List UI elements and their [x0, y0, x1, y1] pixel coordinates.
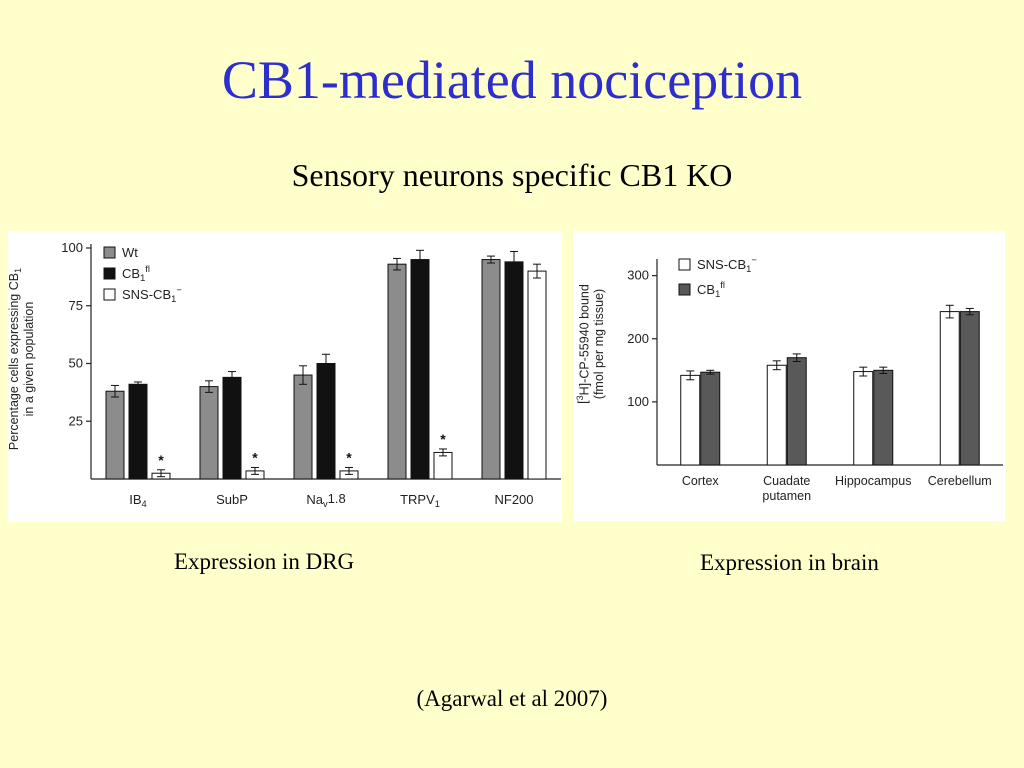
- y-tick-label: 100: [61, 240, 83, 255]
- legend-swatch: [678, 283, 691, 296]
- y-tick-label: 300: [627, 268, 649, 283]
- category-label: TRPV1: [400, 492, 440, 509]
- legend-label: SNS-CB1−: [122, 285, 182, 304]
- bar: [293, 374, 313, 480]
- legend-label: CB1fl: [697, 280, 725, 299]
- bar: [700, 371, 721, 466]
- y-tick-label: 25: [69, 413, 83, 428]
- legend-swatch: [103, 246, 116, 259]
- brain-caption: Expression in brain: [700, 550, 879, 575]
- bar: [873, 369, 894, 466]
- y-tick-label: 200: [627, 331, 649, 346]
- bar: [481, 259, 501, 480]
- slide-subtitle: Sensory neurons specific CB1 KO: [291, 157, 733, 193]
- bar: [199, 386, 219, 480]
- y-axis-label-line2: in a given population: [22, 302, 36, 417]
- y-axis-label: Percentage cells expressing CB1: [8, 268, 23, 450]
- bar: [316, 363, 336, 480]
- bar: [433, 451, 453, 480]
- y-tick-label: 100: [627, 394, 649, 409]
- bar: [222, 376, 242, 480]
- bar: [387, 263, 407, 480]
- bar: [680, 374, 701, 466]
- y-tick-label: 50: [69, 356, 83, 371]
- legend-label: SNS-CB1−: [697, 255, 757, 274]
- y-axis-label-line2: (fmol per mg tissue): [592, 289, 606, 399]
- bar: [959, 311, 980, 466]
- drg-chart-panel: 25 50 75 100 Percentage cells expressing CB1…: [8, 231, 562, 522]
- bar: [504, 261, 524, 480]
- y-tick-label: 75: [69, 298, 83, 313]
- category-label: Cortex: [682, 474, 720, 488]
- legend-label: Wt: [122, 245, 138, 260]
- significance-marker: *: [440, 431, 446, 447]
- drg-caption: Expression in DRG: [174, 549, 355, 574]
- bar: [128, 383, 148, 480]
- bar: [853, 371, 874, 466]
- category-label: Nav1.8: [306, 491, 345, 509]
- brain-chart-panel: 100 200 300 [3H]-CP-55940 bound (fmol per mg…: [573, 231, 1005, 521]
- category-label: NF200: [494, 492, 533, 507]
- bar: [786, 357, 807, 466]
- citation: (Agarwal et al 2007): [416, 686, 608, 711]
- slide-title: CB1-mediated nociception: [221, 50, 803, 110]
- brain-binding-chart: 100 200 300 [3H]-CP-55940 bound (fmol per mg…: [575, 255, 1003, 503]
- bar: [105, 390, 125, 480]
- significance-marker: *: [346, 449, 352, 465]
- bar: [410, 259, 430, 480]
- y-axis-label: [3H]-CP-55940 bound: [575, 284, 592, 404]
- drg-expression-chart: 25 50 75 100 Percentage cells expressing CB1…: [8, 240, 561, 509]
- legend-label: CB1fl: [122, 264, 150, 283]
- legend-swatch: [678, 258, 691, 271]
- bar: [527, 270, 547, 480]
- significance-marker: *: [252, 449, 258, 465]
- category-label: Cuadate: [763, 474, 810, 488]
- bar: [939, 311, 960, 466]
- bar: [766, 364, 787, 466]
- category-label: SubP: [216, 492, 248, 507]
- legend-swatch: [103, 267, 116, 280]
- significance-marker: *: [158, 452, 164, 468]
- legend-swatch: [103, 288, 116, 301]
- category-label: Cerebellum: [928, 474, 992, 488]
- category-label: Hippocampus: [835, 474, 911, 488]
- category-label: putamen: [762, 489, 811, 503]
- category-label: IB4: [129, 492, 147, 509]
